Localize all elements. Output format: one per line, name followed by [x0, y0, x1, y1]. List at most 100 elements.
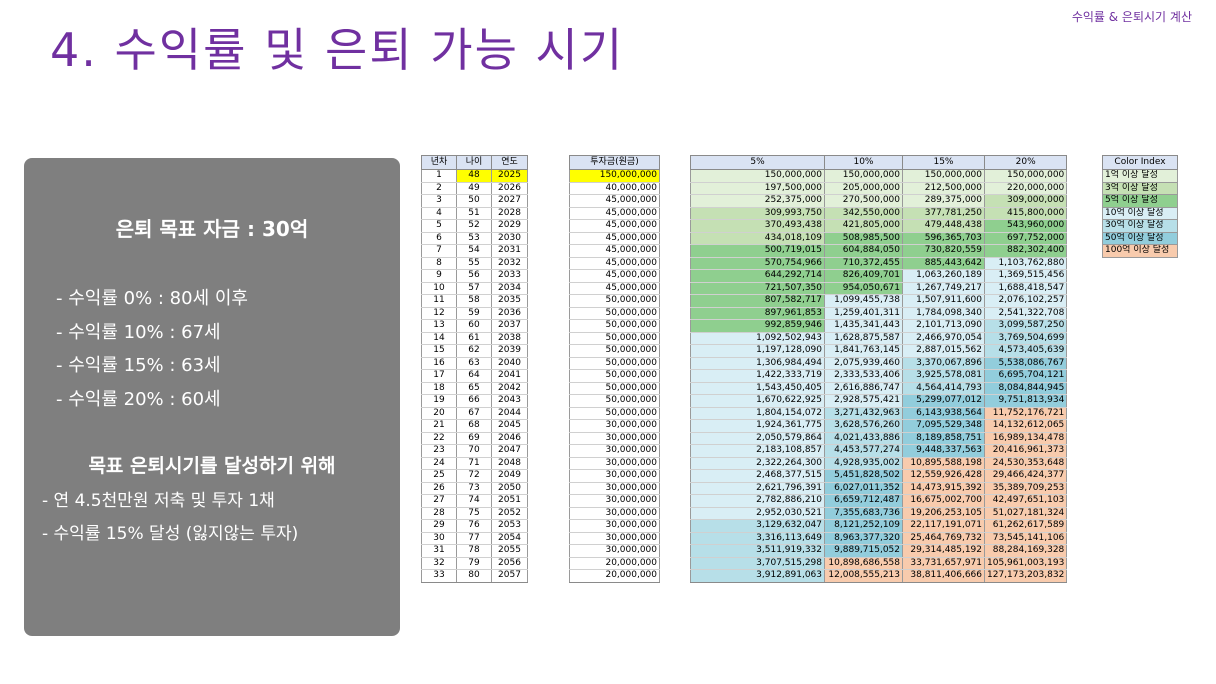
age-cell: 62 — [456, 344, 492, 358]
table-row: 434,018,109 508,985,500 596,365,703 697,752… — [690, 232, 1068, 245]
table-row: 27 74 2051 — [421, 494, 528, 508]
table-row: 30,000,000 — [569, 432, 660, 445]
table-row: 2,952,030,521 7,355,683,736 19,206,253,105… — [690, 507, 1068, 520]
rate-value-cell: 1,103,762,880 — [983, 257, 1068, 270]
table-row: 50,000,000 — [569, 332, 660, 345]
year-cell: 2039 — [491, 344, 528, 358]
rate-value-cell: 1,063,260,189 — [902, 269, 985, 283]
legend-row: 30억 이상 달성 — [1102, 219, 1178, 233]
investment-cell: 30,000,000 — [569, 419, 660, 433]
table-row: 252,375,000 270,500,000 289,375,000 309,000… — [690, 194, 1068, 208]
table-row: 1,670,622,925 2,928,575,421 5,299,077,012 9… — [690, 394, 1068, 408]
investment-cell: 45,000,000 — [569, 207, 660, 220]
rate-value-cell: 1,670,622,925 — [690, 394, 825, 408]
rate-value-cell: 25,464,769,732 — [902, 532, 985, 545]
rate-value-cell: 1,628,875,587 — [824, 332, 903, 345]
table-row: 2,050,579,864 4,021,433,886 8,189,858,751 1… — [690, 432, 1068, 445]
table-row: 9 56 2033 — [421, 269, 528, 283]
table-row: 992,859,946 1,435,341,443 2,101,713,090 3,0… — [690, 319, 1068, 333]
table-row: 30,000,000 — [569, 469, 660, 483]
rate-value-cell: 8,084,844,945 — [983, 382, 1068, 395]
rate-value-cell: 2,466,970,054 — [902, 332, 985, 345]
table-row: 20,000,000 — [569, 557, 660, 570]
rate-value-cell: 1,306,984,494 — [690, 357, 825, 370]
table-row: 20,000,000 — [569, 569, 660, 583]
header-year: 연도 — [491, 155, 528, 170]
retirement-goal-box: 은퇴 목표 자금 : 30억 - 수익률 0% : 80세 이후 - 수익률 1… — [24, 158, 400, 636]
age-cell: 57 — [456, 282, 492, 295]
rate-value-cell: 1,422,333,719 — [690, 369, 825, 383]
table-row: 2,183,108,857 4,453,577,274 9,448,337,563 2… — [690, 444, 1068, 458]
year-index-cell: 9 — [421, 269, 457, 283]
investment-cell: 40,000,000 — [569, 182, 660, 195]
age-cell: 63 — [456, 357, 492, 370]
table-row: 1,422,333,719 2,333,533,406 3,925,578,081 6… — [690, 369, 1068, 383]
table-row: 50,000,000 — [569, 369, 660, 383]
legend-row: 100억 이상 달성 — [1102, 244, 1178, 258]
rate-value-cell: 1,369,515,456 — [983, 269, 1068, 283]
rate-value-cell: 2,322,264,300 — [690, 457, 825, 470]
year-cell: 2055 — [491, 544, 528, 558]
investment-cell: 50,000,000 — [569, 319, 660, 333]
year-cell: 2057 — [491, 569, 528, 583]
rate-value-cell: 6,695,704,121 — [983, 369, 1068, 383]
rate-value-cell: 2,952,030,521 — [690, 507, 825, 520]
header-rate-5: 5% — [690, 155, 825, 170]
rate-value-cell: 421,805,000 — [824, 219, 903, 233]
rate-value-cell: 88,284,169,328 — [983, 544, 1068, 558]
year-cell: 2027 — [491, 194, 528, 208]
year-index-cell: 1 — [421, 169, 457, 183]
header-rate-20: 20% — [983, 155, 1068, 170]
table-row: 33 80 2057 — [421, 569, 528, 583]
table-row: 50,000,000 — [569, 357, 660, 370]
table-row: 807,582,717 1,099,455,738 1,507,911,600 2,0… — [690, 294, 1068, 308]
rate-line: - 수익률 20% : 60세 — [56, 389, 221, 410]
investment-cell: 45,000,000 — [569, 244, 660, 258]
rate-value-cell: 826,409,701 — [824, 269, 903, 283]
table-row: 17 64 2041 — [421, 369, 528, 383]
rate-value-cell: 19,206,253,105 — [902, 507, 985, 520]
year-cell: 2048 — [491, 457, 528, 470]
legend-row: 10억 이상 달성 — [1102, 206, 1178, 220]
table-row: 50,000,000 — [569, 407, 660, 420]
table-row: 45,000,000 — [569, 207, 660, 220]
year-index-cell: 6 — [421, 232, 457, 245]
year-index-cell: 32 — [421, 557, 457, 570]
table-row: 21 68 2045 — [421, 419, 528, 433]
rate-value-cell: 3,912,891,063 — [690, 569, 825, 583]
rate-line: - 수익률 0% : 80세 이후 — [56, 288, 248, 309]
age-cell: 80 — [456, 569, 492, 583]
investment-cell: 30,000,000 — [569, 532, 660, 545]
rate-value-cell: 3,099,587,250 — [983, 319, 1068, 333]
rate-value-cell: 309,000,000 — [983, 194, 1068, 208]
rate-value-cell: 9,751,813,934 — [983, 394, 1068, 408]
year-index-cell: 17 — [421, 369, 457, 383]
year-cell: 2041 — [491, 369, 528, 383]
year-index-cell: 14 — [421, 332, 457, 345]
rate-value-cell: 697,752,000 — [983, 232, 1068, 245]
year-index-cell: 33 — [421, 569, 457, 583]
rate-value-cell: 3,370,067,896 — [902, 357, 985, 370]
table-row: 6 53 2030 — [421, 232, 528, 245]
year-cell: 2025 — [491, 169, 528, 183]
rate-value-cell: 4,453,577,274 — [824, 444, 903, 458]
year-index-cell: 23 — [421, 444, 457, 458]
table-row: 50,000,000 — [569, 344, 660, 358]
table-row: 50,000,000 — [569, 319, 660, 333]
table-row: 30,000,000 — [569, 482, 660, 495]
age-cell: 52 — [456, 219, 492, 233]
year-index-cell: 25 — [421, 469, 457, 483]
year-cell: 2046 — [491, 432, 528, 445]
rate-value-cell: 38,811,406,666 — [902, 569, 985, 583]
rate-value-cell: 20,416,961,373 — [983, 444, 1068, 458]
rate-value-cell: 479,448,438 — [902, 219, 985, 233]
rate-value-cell: 3,707,515,298 — [690, 557, 825, 570]
investment-cell: 30,000,000 — [569, 444, 660, 458]
table-row: 4 51 2028 — [421, 207, 528, 220]
year-cell: 2028 — [491, 207, 528, 220]
header-label: 수익률 & 은퇴시기 계산 — [1071, 10, 1192, 24]
legend-row: 50억 이상 달성 — [1102, 231, 1178, 245]
age-cell: 65 — [456, 382, 492, 395]
rate-value-cell: 11,752,176,721 — [983, 407, 1068, 420]
investment-cell: 45,000,000 — [569, 219, 660, 233]
